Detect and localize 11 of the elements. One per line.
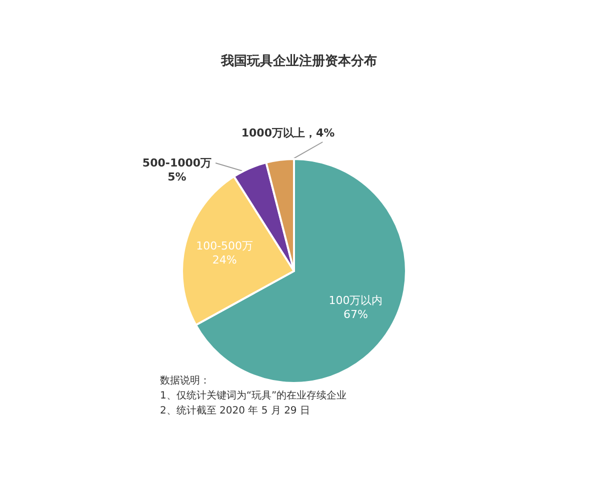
text: 2、统计截至 2020 年 5 月 29 日 [160, 404, 310, 416]
data-label: 24% [212, 254, 237, 267]
slice-label: 100-500万 [196, 240, 254, 253]
slice-label: 1000万以上，4% [241, 126, 335, 140]
slice-label: 100万以内 [328, 294, 383, 307]
text: 数据说明： [160, 374, 210, 386]
data-label: 5% [168, 170, 186, 184]
data-label: 67% [343, 308, 368, 321]
chart-title: 我国玩具企业注册资本分布 [220, 53, 377, 69]
slice-label: 500-1000万 [142, 156, 212, 170]
text: 1、仅统计关键词为“玩具”的在业存续企业 [160, 390, 347, 402]
